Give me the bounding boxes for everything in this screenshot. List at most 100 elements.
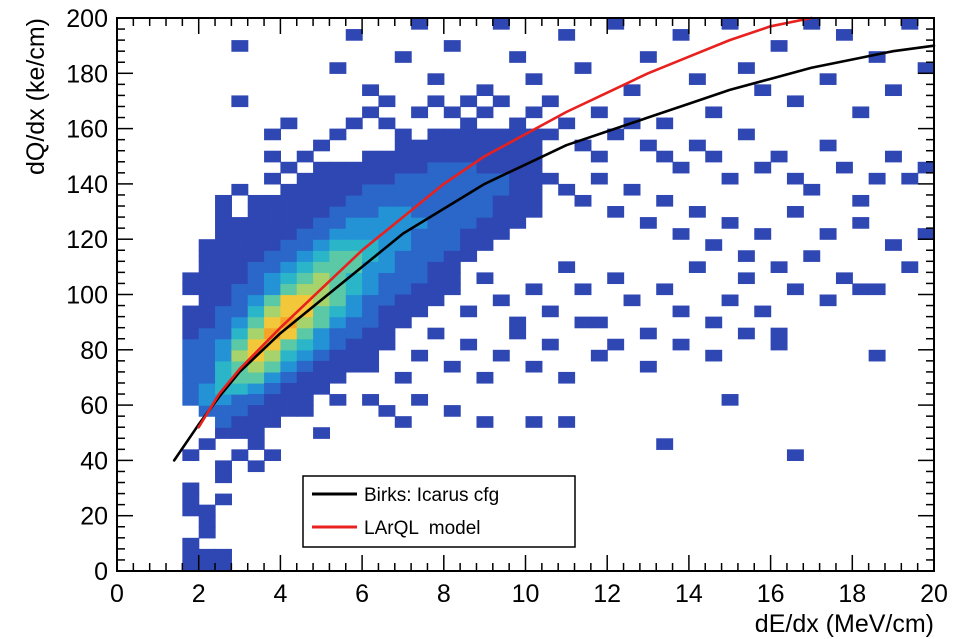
histogram-bin <box>688 139 706 152</box>
histogram-bin <box>378 172 396 185</box>
histogram-bin <box>884 239 902 251</box>
histogram-bin <box>590 172 608 185</box>
histogram-bin <box>264 349 281 362</box>
histogram-bin <box>345 261 363 273</box>
histogram-bin <box>378 261 396 273</box>
histogram-bin <box>574 316 592 329</box>
histogram-bin <box>427 73 445 85</box>
histogram-bin <box>672 305 690 318</box>
legend-label-birks: Birks: Icarus cfg <box>364 485 499 506</box>
histogram-bin <box>427 139 445 152</box>
histogram-bin <box>868 283 886 296</box>
histogram-bin <box>247 239 265 251</box>
histogram-bin <box>264 416 281 428</box>
histogram-bin <box>296 194 314 207</box>
histogram-bin <box>509 139 527 152</box>
histogram-bin <box>182 360 200 373</box>
histogram-bin <box>460 117 478 130</box>
histogram-bin <box>460 95 478 108</box>
histogram-bin <box>541 338 559 351</box>
histogram-bin <box>313 305 331 318</box>
histogram-bin <box>313 349 331 362</box>
histogram-bin <box>247 261 265 273</box>
histogram-bin <box>917 228 935 240</box>
histogram-bin <box>329 360 347 373</box>
histogram-bin <box>427 272 445 285</box>
histogram-bin <box>590 316 608 329</box>
histogram-bin <box>411 261 429 273</box>
histogram-bin <box>182 338 200 351</box>
histogram-bin <box>509 217 527 229</box>
histogram-bin <box>476 371 494 384</box>
histogram-bin <box>525 128 543 141</box>
histogram-bin <box>672 29 690 41</box>
histogram-bin <box>345 161 363 174</box>
histogram-bin <box>280 316 298 329</box>
histogram-bin <box>378 183 396 196</box>
histogram-bin <box>264 239 281 251</box>
histogram-bin <box>525 73 543 85</box>
histogram-bin <box>198 360 216 373</box>
histogram-bin <box>721 217 739 229</box>
histogram-bin <box>296 206 314 218</box>
histogram-bin <box>280 294 298 307</box>
histogram-bin <box>443 405 461 417</box>
histogram-bin <box>411 349 429 362</box>
histogram-bin <box>443 272 461 285</box>
histogram-bin <box>427 128 445 141</box>
histogram-bin <box>803 250 821 262</box>
histogram-bin <box>313 228 331 240</box>
histogram-bin <box>509 51 527 63</box>
histogram-bin <box>313 338 331 351</box>
histogram-bin <box>215 548 232 561</box>
histogram-bin <box>688 206 706 218</box>
histogram-bin <box>541 172 559 185</box>
histogram-bin <box>623 84 641 97</box>
histogram-bin <box>509 172 527 185</box>
histogram-bin <box>231 316 249 329</box>
histogram-bin <box>901 172 919 185</box>
y-tick-label: 40 <box>80 447 108 475</box>
histogram-bin <box>362 394 380 406</box>
histogram-bin <box>296 283 314 296</box>
histogram-bin <box>460 239 478 251</box>
histogram-bin <box>198 283 216 296</box>
histogram-bin <box>378 117 396 130</box>
histogram-bin <box>411 183 429 196</box>
histogram-bin <box>672 161 690 174</box>
histogram-bin <box>247 327 265 340</box>
histogram-bin <box>345 117 363 130</box>
histogram-bin <box>182 327 200 340</box>
histogram-bin <box>215 194 232 207</box>
histogram-bin <box>247 206 265 218</box>
histogram-bin <box>525 139 543 152</box>
histogram-bin <box>280 394 298 406</box>
histogram-bin <box>411 206 429 218</box>
histogram-bin <box>852 106 870 119</box>
histogram-bin <box>411 394 429 406</box>
histogram-bin <box>231 40 249 52</box>
histogram-bin <box>296 261 314 273</box>
histogram-bin <box>264 305 281 318</box>
histogram-bin <box>394 194 412 207</box>
histogram-bin <box>590 106 608 119</box>
histogram-bin <box>329 371 347 384</box>
histogram-bin <box>427 150 445 163</box>
histogram-bin <box>329 194 347 207</box>
histogram-bin <box>296 360 314 373</box>
histogram-bin <box>247 371 265 384</box>
histogram-bin <box>231 327 249 340</box>
histogram-bin <box>345 29 363 41</box>
histogram-bin <box>198 294 216 307</box>
histogram-bin <box>329 217 347 229</box>
histogram-bin <box>280 349 298 362</box>
histogram-bin <box>215 338 232 351</box>
histogram-bin <box>231 416 249 428</box>
histogram-bin <box>770 338 788 351</box>
histogram-bin <box>917 161 935 174</box>
histogram-bin <box>492 183 510 196</box>
histogram-bin <box>296 338 314 351</box>
histogram-bin <box>460 139 478 152</box>
histogram-bin <box>411 294 429 307</box>
histogram-bin <box>492 228 510 240</box>
